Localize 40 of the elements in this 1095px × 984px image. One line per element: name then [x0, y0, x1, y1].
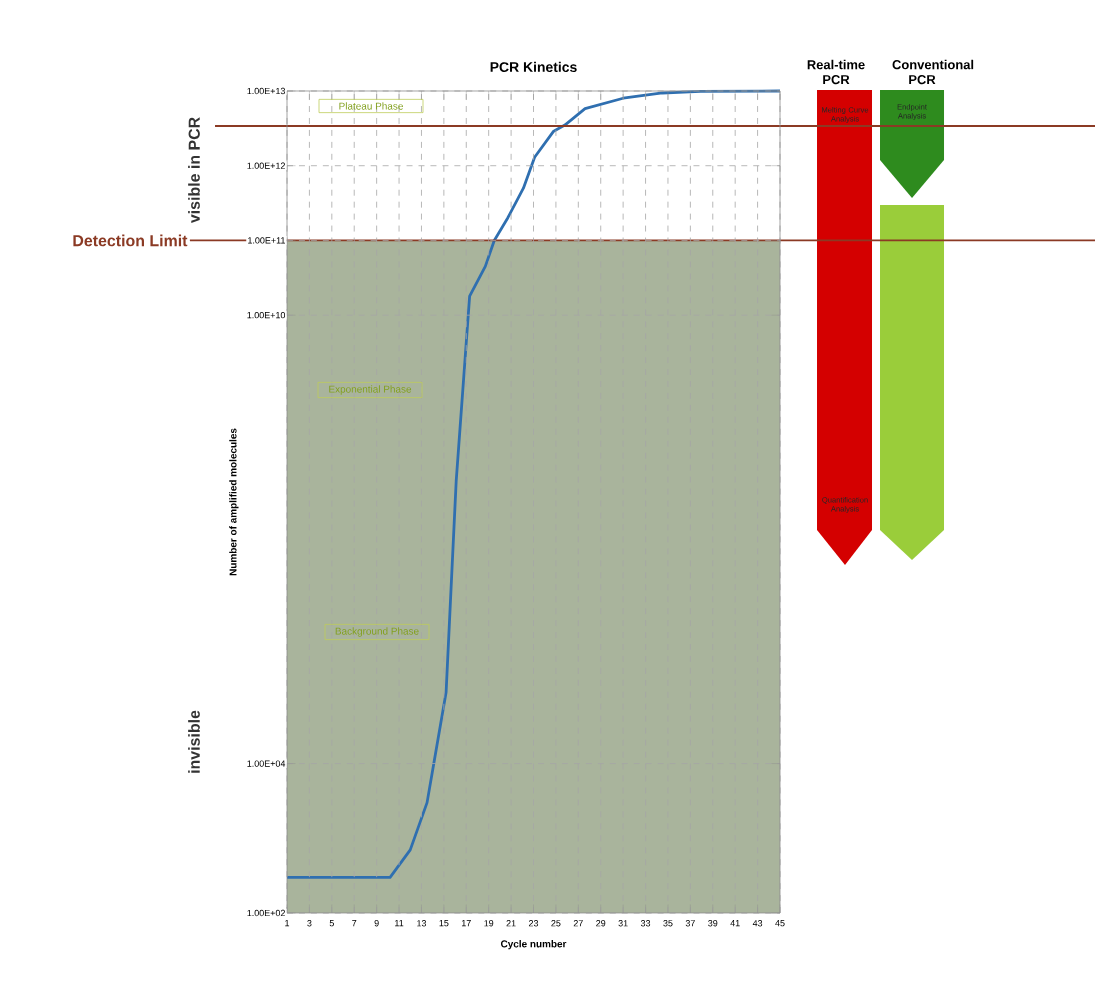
x-tick-label: 19 — [484, 920, 494, 927]
x-tick-label: 35 — [663, 920, 673, 927]
x-tick-label: 33 — [640, 920, 651, 927]
x-tick-label: 5 — [329, 920, 334, 927]
x-tick-label: 41 — [730, 920, 740, 927]
x-tick-label: 15 — [439, 920, 449, 927]
x-tick-label: 23 — [528, 920, 539, 927]
x-tick-label: 27 — [573, 920, 583, 927]
y-tick-label: 1.00E+12 — [247, 162, 285, 169]
x-tick-label: 37 — [685, 920, 695, 927]
text: Conventional PCR — [892, 59, 974, 85]
x-tick-label: 43 — [752, 920, 763, 927]
x-tick-label: 21 — [506, 920, 516, 927]
text: visible in PCR — [188, 117, 200, 224]
y-tick-label: 1.00E+13 — [247, 87, 286, 95]
x-tick-label: 7 — [352, 920, 357, 927]
y-tick-label: 1.00E+10 — [247, 312, 286, 319]
y-tick-label: 1.00E+02 — [247, 909, 285, 917]
annotation: Exponential Phase — [329, 385, 412, 395]
x-tick-label: 11 — [395, 920, 404, 927]
x-tick-label: 39 — [708, 920, 718, 927]
x-tick-label: 13 — [417, 920, 427, 927]
x-tick-label: 29 — [596, 920, 606, 927]
chart-title: PCR Kinetics — [490, 61, 577, 72]
annotation: Plateau Phase — [339, 102, 403, 110]
x-tick-label: 1 — [285, 920, 290, 927]
x-axis-title: Cycle number — [500, 940, 567, 950]
text: invisible — [188, 710, 200, 773]
x-tick-label: 3 — [307, 920, 312, 927]
x-tick-label: 25 — [551, 920, 561, 927]
x-tick-label: 9 — [374, 920, 379, 927]
x-tick-label: 17 — [461, 920, 471, 927]
y-tick-label: 1.00E+11 — [248, 237, 285, 244]
ref-line-label: Detection Limit — [73, 234, 188, 247]
x-tick-label: 45 — [775, 920, 785, 927]
x-tick-label: 31 — [618, 920, 628, 927]
y-tick-label: 1.00E+04 — [247, 760, 286, 767]
annotation: Background Phase — [335, 627, 419, 637]
text: Real-time PCR — [807, 59, 865, 85]
y-axis-title: Number of amplified molecules — [229, 428, 239, 576]
